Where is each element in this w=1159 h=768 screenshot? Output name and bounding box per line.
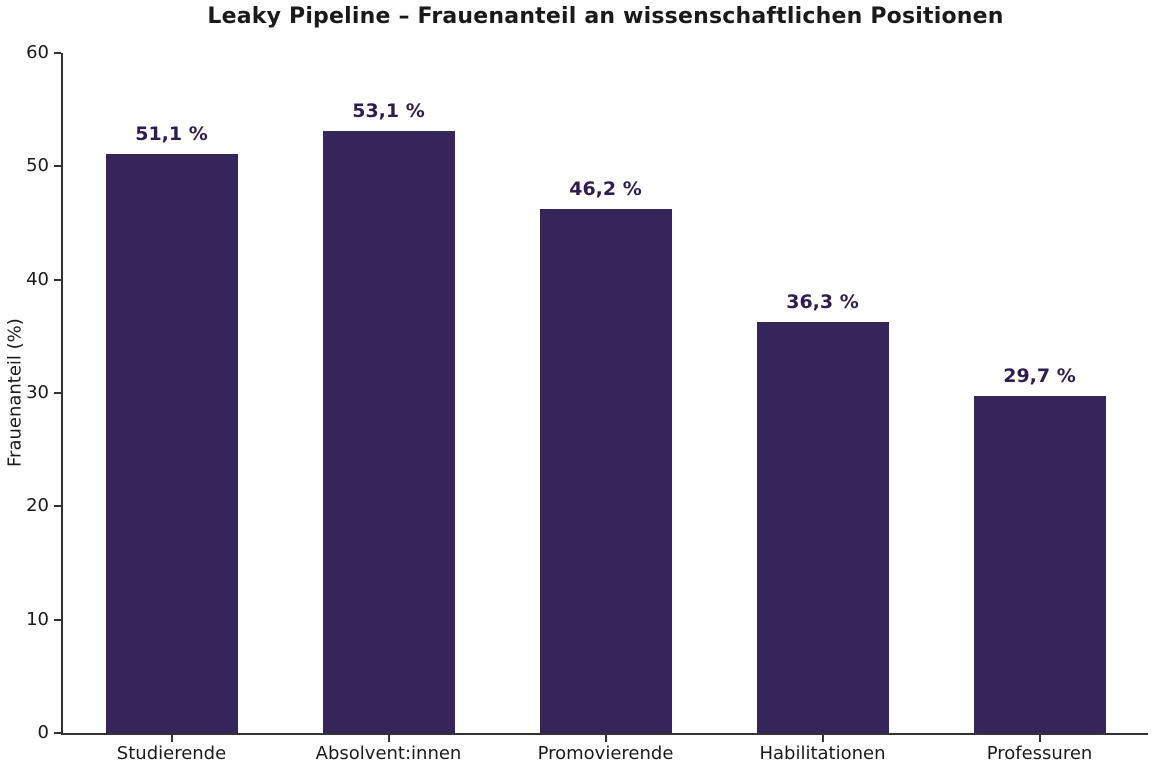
x-tick-label: Professuren [986, 743, 1093, 764]
y-tick-mark [54, 278, 61, 281]
bar-value-label: 53,1 % [352, 100, 425, 123]
y-tick-label: 60 [26, 42, 49, 63]
x-tick-label: Studierende [116, 743, 227, 764]
x-tick-mark [821, 735, 824, 742]
y-tick-mark [54, 505, 61, 508]
chart-title: Leaky Pipeline – Frauenanteil an wissens… [207, 4, 1004, 29]
x-tick-mark [170, 735, 173, 742]
y-tick-mark [54, 618, 61, 621]
x-tick-label: Absolvent:innen [315, 743, 462, 764]
y-tick-label: 20 [26, 495, 49, 517]
bar-promovierende [539, 209, 672, 733]
y-tick-label: 10 [26, 608, 49, 630]
x-tick-mark [604, 735, 607, 742]
x-tick-label: Promovierende [537, 743, 674, 764]
y-tick-label: 30 [26, 382, 49, 403]
plot-area: 0 10 20 30 40 50 60 51,1 % Studierende 53,1 % Abso… [26, 43, 1148, 764]
bar-value-label: 36,3 % [786, 290, 859, 313]
bar-habilitationen [756, 321, 889, 733]
bar-professuren [973, 396, 1106, 733]
y-tick-mark [54, 392, 61, 394]
x-tick-mark [1038, 735, 1041, 742]
y-tick-label: 0 [37, 722, 49, 743]
y-tick-mark [54, 165, 61, 168]
x-tick-mark [387, 735, 390, 742]
x-tick-label: Habilitationen [759, 743, 886, 764]
bar-value-label: 29,7 % [1003, 365, 1076, 388]
y-tick-mark [54, 52, 61, 54]
y-tick-label: 50 [26, 155, 49, 177]
bar-value-label: 51,1 % [135, 122, 208, 145]
y-tick-label: 40 [26, 268, 49, 290]
bar-absolvent-innen [322, 131, 455, 733]
bar-studierende [105, 153, 238, 733]
y-tick-mark [54, 732, 61, 734]
bar-value-label: 46,2 % [569, 178, 642, 201]
